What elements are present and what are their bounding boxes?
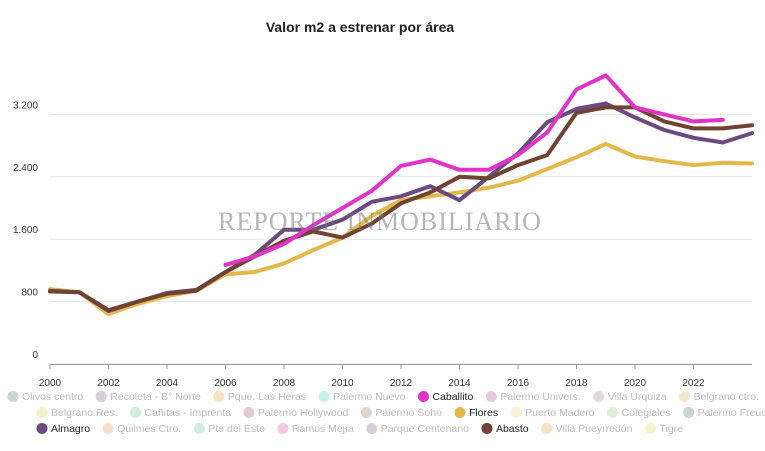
- legend-item[interactable]: Palermo Freud: [683, 407, 765, 419]
- x-tick-label: 2020: [624, 378, 647, 389]
- legend-marker-icon: [36, 407, 48, 418]
- x-tick-label: 2006: [214, 378, 237, 389]
- legend-marker-icon: [360, 407, 372, 418]
- legend-marker-icon: [366, 423, 378, 434]
- legend-label: Palermo Univers.: [500, 391, 581, 403]
- legend-item[interactable]: Tigre: [645, 423, 683, 435]
- legend-item[interactable]: Palermo Hollywood: [243, 407, 349, 419]
- legend-label: Parque Centenario: [381, 423, 469, 435]
- legend-marker-icon: [102, 423, 114, 434]
- x-tick-label: 2022: [682, 378, 705, 389]
- y-tick-label: 0: [32, 350, 38, 361]
- legend-marker-icon: [481, 423, 493, 434]
- x-tick-label: 2010: [331, 378, 354, 389]
- y-tick-label: 1.600: [13, 225, 38, 236]
- legend-item[interactable]: Villa Urquiza: [593, 391, 667, 403]
- y-axis: 0 800 1.600 2.400 3.200: [13, 100, 38, 361]
- legend-marker-icon: [417, 391, 429, 402]
- legend-label: Caballito: [432, 391, 473, 403]
- x-tick-label: 2002: [97, 378, 120, 389]
- chart-title: Valor m2 a estrenar por área: [266, 19, 455, 35]
- legend-item[interactable]: Recoleta - B° Norte: [95, 391, 201, 403]
- x-tick-label: 2012: [390, 378, 413, 389]
- legend-label: Pque. Las Heras: [228, 391, 306, 403]
- legend-item[interactable]: Pte del Este: [193, 423, 265, 435]
- legend-label: Almagro: [51, 423, 90, 435]
- legend-item[interactable]: Palermo Soho: [360, 407, 442, 419]
- legend-label: Villa Urquiza: [608, 391, 667, 403]
- legend-item[interactable]: Puerto Madero: [510, 407, 595, 419]
- watermark: REPORTE INMOBILIARIO: [218, 207, 542, 236]
- legend-item[interactable]: Belgrano ctro.: [679, 391, 759, 403]
- legend-label: Pte del Este: [208, 423, 265, 435]
- legend-label: Cañitas - Imprenta: [145, 407, 232, 419]
- legend-marker-icon: [485, 391, 497, 402]
- x-axis: 2000 2002 2004 2006 2008 2010 2012 2014 2016 2018…: [39, 364, 752, 389]
- legend-label: Palermo Nuevo: [333, 391, 406, 403]
- legend-marker-icon: [683, 407, 695, 418]
- legend-marker-icon: [679, 391, 691, 402]
- legend-label: Palermo Freud: [698, 407, 765, 419]
- legend-item[interactable]: Flores: [454, 407, 498, 419]
- legend-marker-icon: [36, 423, 48, 434]
- legend-label: Recoleta - B° Norte: [110, 391, 201, 403]
- legend-item[interactable]: Villa Pueyrredón: [541, 423, 633, 435]
- legend-marker-icon: [95, 391, 107, 402]
- legend-item[interactable]: Colegiales: [607, 407, 671, 419]
- legend-label: Olivos centro: [22, 391, 83, 403]
- legend: Olivos centro Recoleta - B° Norte Pque. La…: [7, 391, 765, 435]
- legend-marker-icon: [193, 423, 205, 434]
- legend-label: Tigre: [660, 423, 684, 435]
- legend-label: Abasto: [496, 423, 529, 435]
- x-tick-label: 2008: [273, 378, 296, 389]
- legend-label: Colegiales: [622, 407, 671, 419]
- legend-item[interactable]: Quilmes Ctro.: [102, 423, 182, 435]
- legend-item[interactable]: Palermo Nuevo: [318, 391, 406, 403]
- legend-item[interactable]: Caballito: [417, 391, 474, 403]
- legend-label: Palermo Hollywood: [258, 407, 349, 419]
- legend-label: Flores: [469, 407, 498, 419]
- x-tick-label: 2016: [507, 378, 530, 389]
- legend-marker-icon: [510, 407, 522, 418]
- legend-label: Puerto Madero: [525, 407, 595, 419]
- legend-marker-icon: [607, 407, 619, 418]
- legend-item[interactable]: Olivos centro: [7, 391, 84, 403]
- legend-item[interactable]: Almagro: [36, 423, 91, 435]
- legend-marker-icon: [593, 391, 605, 402]
- legend-item[interactable]: Pque. Las Heras: [213, 391, 306, 403]
- x-tick-label: 2018: [565, 378, 588, 389]
- series-lines: [48, 73, 754, 317]
- legend-marker-icon: [213, 391, 225, 402]
- legend-marker-icon: [277, 423, 289, 434]
- legend-item[interactable]: Palermo Univers.: [485, 391, 581, 403]
- legend-label: Villa Pueyrredón: [556, 423, 633, 435]
- legend-marker-icon: [7, 391, 19, 402]
- legend-marker-icon: [130, 407, 142, 418]
- legend-marker-icon: [541, 423, 553, 434]
- x-tick-label: 2000: [39, 378, 62, 389]
- legend-label: Belgrano ctro.: [694, 391, 759, 403]
- legend-label: Belgrano Res.: [51, 407, 118, 419]
- legend-item[interactable]: Ramos Mejía: [277, 423, 354, 435]
- series-line-flores[interactable]: [48, 142, 754, 317]
- legend-label: Palermo Soho: [375, 407, 442, 419]
- y-tick-label: 3.200: [13, 100, 38, 111]
- legend-label: Ramos Mejía: [292, 423, 354, 435]
- legend-marker-icon: [318, 391, 330, 402]
- legend-marker-icon: [645, 423, 656, 434]
- series-line-caballito[interactable]: [223, 73, 725, 267]
- legend-label: Quilmes Ctro.: [117, 423, 181, 435]
- y-tick-label: 2.400: [13, 163, 38, 174]
- x-tick-label: 2014: [448, 378, 471, 389]
- legend-marker-icon: [243, 407, 255, 418]
- legend-item[interactable]: Belgrano Res.: [36, 407, 118, 419]
- legend-item[interactable]: Abasto: [481, 423, 529, 435]
- gridlines: [50, 113, 752, 365]
- legend-marker-icon: [454, 407, 466, 418]
- legend-item[interactable]: Parque Centenario: [366, 423, 469, 435]
- y-tick-label: 800: [21, 288, 38, 299]
- legend-item[interactable]: Cañitas - Imprenta: [130, 407, 231, 419]
- x-tick-label: 2004: [156, 378, 179, 389]
